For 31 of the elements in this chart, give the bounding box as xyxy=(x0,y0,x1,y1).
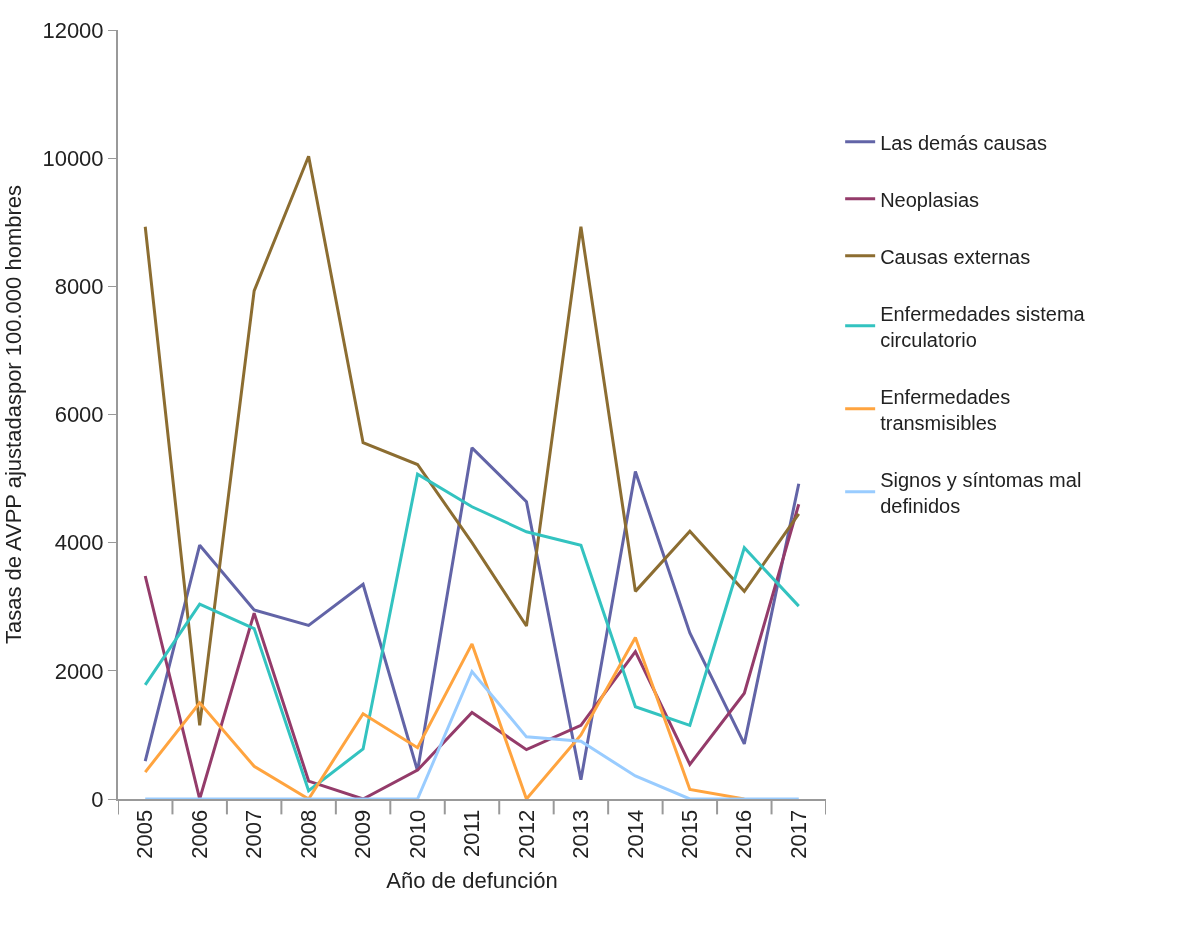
x-tick-label: 2016 xyxy=(731,809,757,859)
x-tick-label: 2017 xyxy=(785,809,811,859)
line-series xyxy=(143,154,801,727)
y-tick-label: 2000 xyxy=(54,658,104,684)
x-tick-label: 2011 xyxy=(459,809,485,858)
legend-label: Signos y síntomas mal definidos xyxy=(880,468,1082,517)
y-axis-title: Tasas de AVPP ajustadaspor 100.000 hombres xyxy=(0,184,26,645)
y-tick-label: 4000 xyxy=(54,530,104,556)
x-tick-label: 2008 xyxy=(295,809,321,859)
x-tick-label: 2007 xyxy=(241,809,267,859)
y-tick-label: 10000 xyxy=(42,145,104,171)
x-tick-label: 2012 xyxy=(513,809,539,859)
line-series xyxy=(143,669,801,799)
legend-label: Enfermedades sistema circulatorio xyxy=(880,302,1086,351)
x-axis-title: Año de defunción xyxy=(386,868,558,894)
legend-label: Causas externas xyxy=(880,245,1031,268)
y-tick-label: 12000 xyxy=(42,17,104,43)
legend-label: Las demás causas xyxy=(880,131,1047,154)
y-tick-label: 0 xyxy=(91,786,104,812)
x-tick-label: 2014 xyxy=(622,809,648,859)
y-tick-label: 8000 xyxy=(54,274,104,300)
x-tick-label: 2015 xyxy=(677,809,702,859)
x-tick-label: 2013 xyxy=(568,809,594,859)
legend-label: Enfermedades transmisibles xyxy=(880,385,1011,434)
x-tick-label: 2010 xyxy=(404,809,430,859)
y-tick-label: 6000 xyxy=(54,402,104,428)
x-tick-label: 2009 xyxy=(350,809,376,859)
x-tick-label: 2005 xyxy=(132,809,158,859)
line-series xyxy=(143,636,746,799)
legend-label: Neoplasias xyxy=(880,188,980,211)
x-tick-label: 2006 xyxy=(186,809,212,859)
